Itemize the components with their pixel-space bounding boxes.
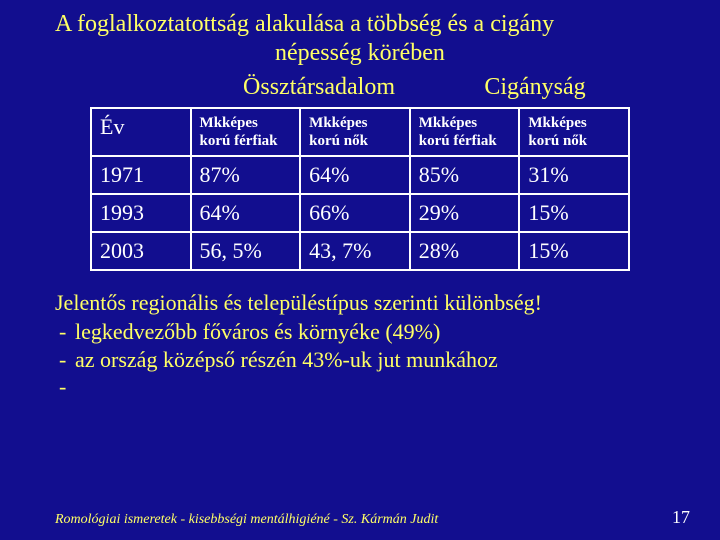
page-number: 17 [672,507,690,528]
cell: 1993 [91,194,191,232]
dash-icon: - [59,373,75,401]
cell: 64% [191,194,301,232]
col-year: Év [91,108,191,156]
dash-icon: - [59,346,75,374]
group-header-roma: Cigányság [445,74,625,101]
footer: Romológiai ismeretek - kisebbségi mentál… [55,507,690,528]
cell: 29% [410,194,520,232]
title-line1: A foglalkoztatottság alakulása a többség… [55,10,665,39]
cell: 43, 7% [300,232,410,270]
slide: A foglalkoztatottság alakulása a többség… [0,0,720,540]
cell: 1971 [91,156,191,194]
bullet-item: -az ország középső részén 43%-uk jut mun… [55,346,665,374]
cell: 85% [410,156,520,194]
cell: 28% [410,232,520,270]
slide-title: A foglalkoztatottság alakulása a többség… [55,10,665,68]
cell: 15% [519,232,629,270]
cell: 2003 [91,232,191,270]
bullet-text: legkedvezőbb főváros és környéke (49%) [75,319,440,344]
group-headers: Össztársadalom Cigányság [55,74,665,101]
bullet-text: az ország középső részén 43%-uk jut munk… [75,347,498,372]
col-roma-women: Mkképes korú nők [519,108,629,156]
cell: 56, 5% [191,232,301,270]
table-row: 1971 87% 64% 85% 31% [91,156,629,194]
title-line2: népesség körében [55,39,665,68]
col-total-women: Mkképes korú nők [300,108,410,156]
col-roma-men: Mkképes korú férfiak [410,108,520,156]
table-row: 1993 64% 66% 29% 15% [91,194,629,232]
cell: 15% [519,194,629,232]
footer-text: Romológiai ismeretek - kisebbségi mentál… [55,512,438,528]
table-row: 2003 56, 5% 43, 7% 28% 15% [91,232,629,270]
body-text: Jelentős regionális és településtípus sz… [55,289,665,401]
bullet-item: -legkedvezőbb főváros és környéke (49%) [55,318,665,346]
employment-table: Év Mkképes korú férfiak Mkképes korú nők… [90,107,630,271]
table-header-row: Év Mkképes korú férfiak Mkképes korú nők… [91,108,629,156]
table-body: 1971 87% 64% 85% 31% 1993 64% 66% 29% 15… [91,156,629,270]
body-headline: Jelentős regionális és településtípus sz… [55,289,665,317]
group-header-total: Össztársadalom [195,74,395,101]
cell: 31% [519,156,629,194]
cell: 66% [300,194,410,232]
col-total-men: Mkképes korú férfiak [191,108,301,156]
bullet-item: - [55,373,665,401]
cell: 64% [300,156,410,194]
dash-icon: - [59,318,75,346]
cell: 87% [191,156,301,194]
